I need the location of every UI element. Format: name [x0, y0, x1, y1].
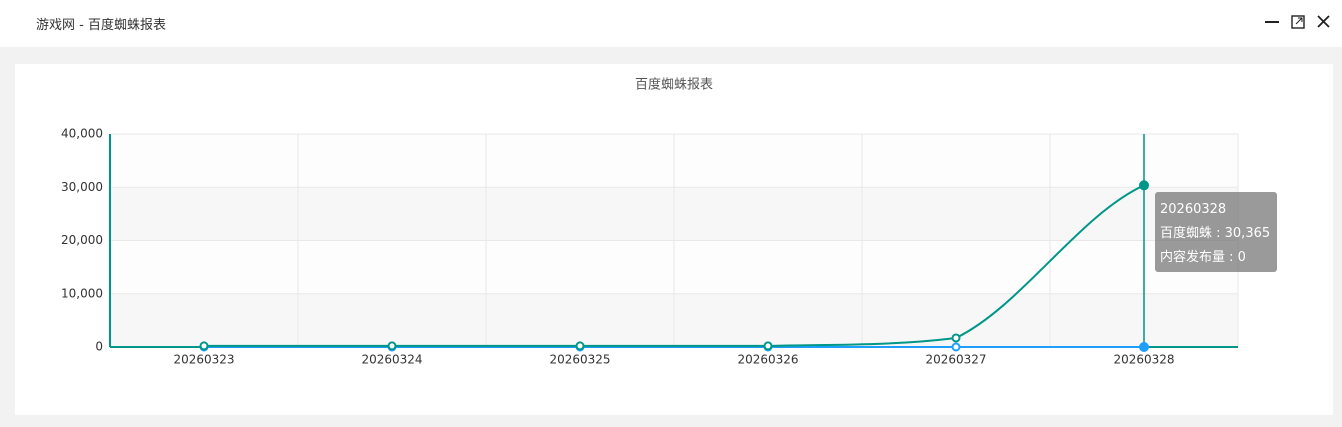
title-bar: 游戏网 - 百度蜘蛛报表 — [0, 0, 1342, 47]
series-line — [204, 184, 1145, 347]
y-tick-label: 40,000 — [61, 127, 103, 141]
y-tick-label: 30,000 — [61, 180, 103, 194]
data-point — [1139, 180, 1149, 191]
data-point — [763, 341, 773, 351]
x-tick-label: 20260326 — [737, 353, 798, 367]
y-tick-label: 10,000 — [61, 286, 103, 300]
data-point — [951, 333, 961, 343]
data-point — [575, 341, 585, 351]
y-tick-label: 20,000 — [61, 233, 103, 247]
y-tick-label: 0 — [95, 340, 103, 354]
x-tick-label: 20260327 — [925, 353, 986, 367]
x-tick-label: 20260325 — [549, 353, 610, 367]
window-title: 游戏网 - 百度蜘蛛报表 — [36, 18, 166, 33]
x-tick-label: 20260328 — [1113, 353, 1174, 367]
data-point — [951, 342, 961, 352]
tooltip-item: 内容发布量 : 0 — [1160, 250, 1246, 265]
chart-title: 百度蜘蛛报表 — [635, 77, 713, 93]
x-tick-label: 20260323 — [173, 353, 234, 367]
data-point — [387, 341, 397, 351]
data-point — [199, 341, 209, 351]
close-button[interactable] — [1317, 15, 1330, 28]
data-point — [1139, 342, 1149, 352]
x-tick-label: 20260324 — [361, 353, 422, 367]
tooltip-item: 百度蜘蛛 : 30,365 — [1160, 226, 1271, 241]
maximize-button[interactable] — [1291, 15, 1305, 29]
tooltip-title: 20260328 — [1160, 202, 1227, 217]
tooltip: 20260328 百度蜘蛛 : 30,365 内容发布量 : 0 — [1155, 192, 1277, 272]
window-controls — [1265, 15, 1330, 29]
